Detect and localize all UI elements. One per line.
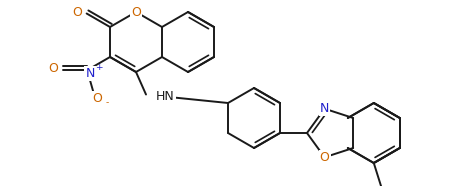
Text: HN: HN bbox=[156, 90, 174, 103]
Text: +: + bbox=[95, 63, 103, 72]
Text: O: O bbox=[319, 151, 329, 164]
Text: N: N bbox=[85, 67, 95, 80]
Text: O: O bbox=[131, 6, 141, 18]
Text: N: N bbox=[319, 102, 329, 115]
Text: O: O bbox=[72, 6, 82, 19]
Text: -: - bbox=[105, 98, 109, 107]
Text: O: O bbox=[92, 92, 102, 105]
Text: O: O bbox=[49, 62, 58, 75]
